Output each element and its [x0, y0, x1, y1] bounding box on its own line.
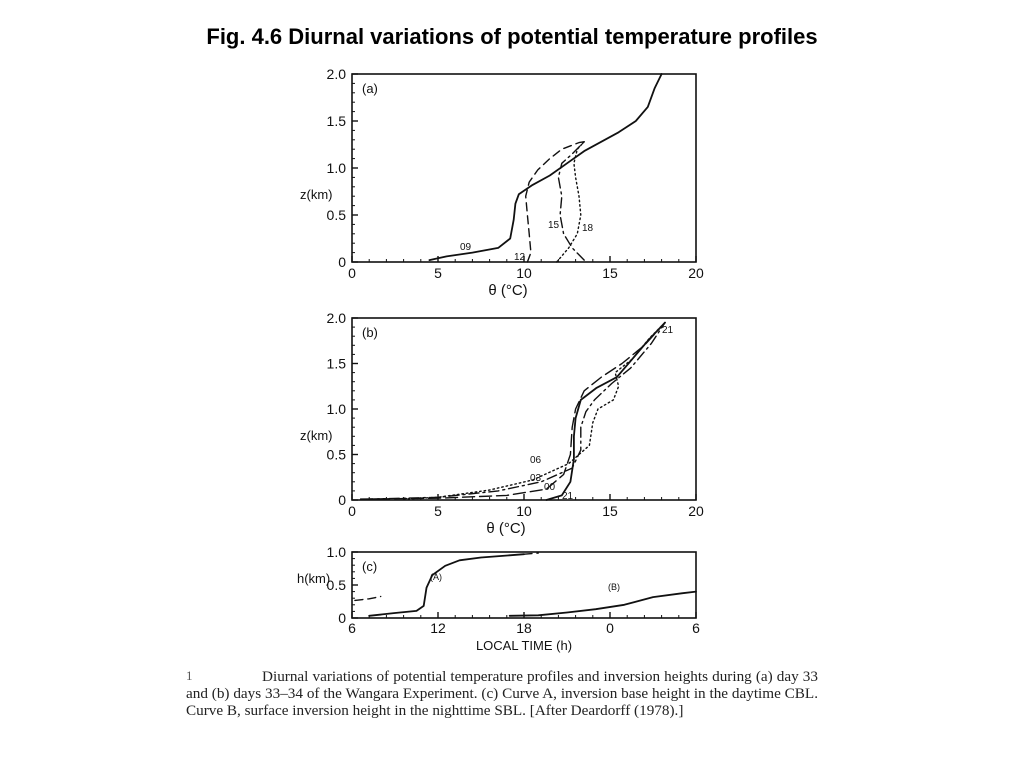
series-line [428, 73, 663, 261]
series-annotation: 00 [544, 482, 556, 493]
plot-frame [351, 551, 697, 619]
series-line [359, 321, 666, 500]
y-tick-label: 0 [338, 610, 346, 626]
series-line [508, 590, 697, 617]
series-annotation: (A) [430, 572, 442, 582]
x-tick-label: 15 [602, 503, 618, 519]
series-annotation: 12 [514, 252, 526, 263]
x-tick-label: 5 [434, 265, 442, 281]
x-tick-label: 20 [688, 265, 704, 281]
series-line [557, 141, 585, 261]
panel-label: (a) [362, 81, 378, 96]
y-tick-label: 0 [338, 492, 346, 508]
x-axis-label: LOCAL TIME (h) [476, 638, 572, 653]
x-tick-label: 10 [516, 503, 532, 519]
x-tick-label: 20 [688, 503, 704, 519]
series-line [556, 141, 585, 263]
series-line [368, 553, 525, 617]
x-tick-label: 18 [516, 620, 532, 636]
x-tick-label: 0 [348, 503, 356, 519]
series-annotation: 03 [530, 473, 542, 484]
panel-label: (b) [362, 325, 378, 340]
series-annotation: 09 [460, 242, 472, 253]
series-annotation: 21 [662, 325, 674, 336]
y-tick-label: 2.0 [327, 310, 347, 326]
figure-caption: Diurnal variations of potential temperat… [186, 668, 818, 719]
y-axis-label: z(km) [300, 428, 333, 443]
y-tick-label: 0.5 [327, 447, 347, 463]
series-annotation: 15 [548, 220, 560, 231]
y-tick-label: 2.0 [327, 66, 347, 82]
series-annotation: 06 [530, 455, 542, 466]
slide-title: Fig. 4.6 Diurnal variations of potential… [206, 24, 818, 49]
y-tick-label: 1.5 [327, 356, 347, 372]
series-line [523, 552, 539, 555]
x-tick-label: 6 [692, 620, 700, 636]
x-tick-label: 10 [516, 265, 532, 281]
x-axis-label: θ (°C) [488, 282, 527, 299]
y-tick-label: 1.0 [327, 544, 347, 560]
y-tick-label: 1.0 [327, 401, 347, 417]
series-annotation: 21 [562, 491, 574, 502]
series-annotation: (B) [608, 582, 620, 592]
caption-text: Diurnal variations of potential temperat… [186, 668, 818, 719]
x-tick-label: 5 [434, 503, 442, 519]
series-line [368, 321, 666, 500]
plot-frame [351, 73, 697, 263]
series-annotation: 18 [582, 223, 594, 234]
y-tick-label: 0.5 [327, 577, 347, 593]
x-axis-label: θ (°C) [486, 520, 525, 537]
caption-marker: 1 [186, 668, 193, 683]
y-tick-label: 0 [338, 254, 346, 270]
y-axis-label: z(km) [300, 187, 333, 202]
y-tick-label: 0.5 [327, 207, 347, 223]
panel-a: 0 5 10 15 20 0 0.5 1.0 1.5 2.0 (a) z(km) θ (°C) 09 12 1… [300, 66, 704, 299]
x-tick-label: 12 [430, 620, 446, 636]
x-tick-label: 0 [348, 265, 356, 281]
panel-b: 0 5 10 15 20 0 0.5 1.0 1.5 2.0 (b) z(km) θ (°C) 06 030… [300, 310, 704, 537]
x-tick-label: 0 [606, 620, 614, 636]
series-line [525, 141, 585, 263]
panel-c: 6 12 18 0 600.51.0(c)h(km)LOCAL TIME (h)(A)(… [297, 544, 700, 653]
panel-label: (c) [362, 559, 377, 574]
y-tick-label: 1.5 [327, 113, 347, 129]
x-tick-label: 6 [348, 620, 356, 636]
y-tick-label: 1.0 [327, 160, 347, 176]
series-line [402, 321, 666, 500]
x-tick-label: 15 [602, 265, 618, 281]
series-line [354, 595, 382, 602]
y-axis-label: h(km) [297, 571, 330, 586]
